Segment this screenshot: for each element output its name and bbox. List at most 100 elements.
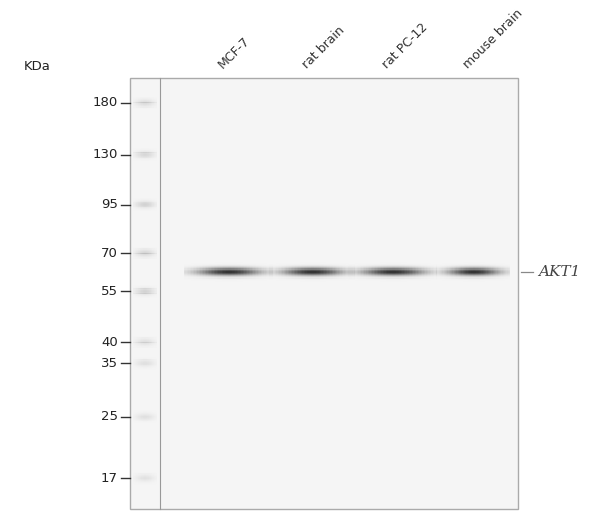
Bar <box>137 159 138 160</box>
Bar <box>275 272 276 273</box>
Bar <box>138 155 139 156</box>
Bar <box>508 274 509 275</box>
Bar <box>375 272 377 273</box>
Bar <box>496 275 497 276</box>
Bar <box>261 275 262 276</box>
Bar <box>140 199 141 200</box>
Bar <box>496 280 497 281</box>
Bar <box>155 344 156 345</box>
Bar <box>221 265 223 266</box>
Bar <box>136 210 137 211</box>
Bar <box>281 267 282 268</box>
Bar <box>137 366 138 367</box>
Bar <box>150 202 151 204</box>
Bar <box>272 264 274 265</box>
Bar <box>232 273 233 274</box>
Bar <box>145 363 146 364</box>
Bar <box>406 276 407 278</box>
Bar <box>371 270 372 271</box>
Bar <box>148 153 149 154</box>
Bar <box>215 281 217 282</box>
Bar <box>149 294 150 295</box>
Bar <box>305 273 307 274</box>
Bar <box>351 266 352 267</box>
Bar <box>301 279 302 280</box>
Bar <box>476 271 478 272</box>
Bar <box>450 280 451 281</box>
Bar <box>372 281 374 282</box>
Bar <box>136 256 137 257</box>
Bar <box>149 149 150 150</box>
Bar <box>143 297 144 298</box>
Bar <box>337 281 339 282</box>
Bar <box>136 420 137 421</box>
Bar <box>336 270 337 271</box>
Bar <box>465 270 466 271</box>
Bar <box>473 276 474 278</box>
Bar <box>156 337 157 338</box>
Bar <box>294 274 295 275</box>
Bar <box>154 103 155 104</box>
Bar <box>272 274 274 275</box>
Bar <box>203 279 205 280</box>
Bar <box>247 263 249 264</box>
Bar <box>476 262 478 263</box>
Bar <box>375 263 377 264</box>
Bar <box>140 149 141 150</box>
Bar <box>282 265 284 266</box>
Bar <box>298 267 299 268</box>
Bar <box>267 278 269 279</box>
Bar <box>421 266 422 267</box>
Bar <box>443 279 445 280</box>
Bar <box>134 416 135 417</box>
Bar <box>372 279 374 280</box>
Bar <box>298 280 299 281</box>
Bar <box>135 481 136 482</box>
Bar <box>135 479 136 480</box>
Bar <box>133 365 134 366</box>
Bar <box>156 148 157 149</box>
Bar <box>463 270 464 271</box>
Bar <box>136 477 137 478</box>
Bar <box>149 472 150 473</box>
Bar <box>194 274 196 275</box>
Bar <box>249 276 250 278</box>
Bar <box>140 472 141 473</box>
Bar <box>427 278 428 279</box>
Bar <box>422 263 424 264</box>
Bar <box>138 292 139 293</box>
Bar <box>143 291 144 292</box>
Bar <box>229 264 230 265</box>
Bar <box>141 200 142 201</box>
Bar <box>474 270 475 271</box>
Bar <box>147 206 148 207</box>
Bar <box>152 289 153 290</box>
Text: 130: 130 <box>92 148 118 161</box>
Bar <box>152 150 153 151</box>
Bar <box>149 362 150 363</box>
Bar <box>503 268 504 270</box>
Bar <box>236 263 238 264</box>
Bar <box>479 272 480 273</box>
Bar <box>336 276 337 278</box>
Bar <box>153 209 154 210</box>
Bar <box>156 412 157 413</box>
Bar <box>261 265 262 266</box>
Bar <box>337 267 339 268</box>
Bar <box>339 270 340 271</box>
Bar <box>143 365 144 366</box>
Bar <box>154 292 155 293</box>
Bar <box>490 279 491 280</box>
Bar <box>141 202 142 204</box>
Bar <box>211 278 212 279</box>
Bar <box>147 158 148 160</box>
Bar <box>154 479 155 480</box>
Bar <box>272 270 274 271</box>
Bar <box>142 413 143 414</box>
Bar <box>403 271 404 272</box>
Bar <box>154 206 155 207</box>
Bar <box>134 285 135 286</box>
Bar <box>387 263 389 264</box>
Bar <box>497 271 499 272</box>
Bar <box>418 276 419 278</box>
